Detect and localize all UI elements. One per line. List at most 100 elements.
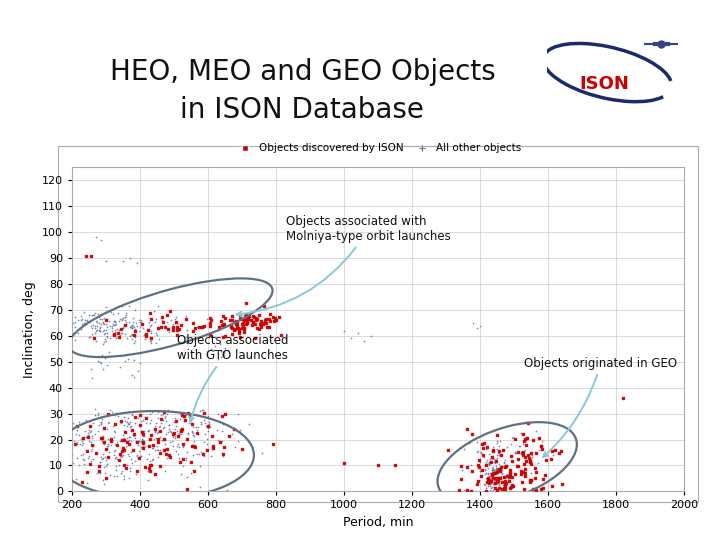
- Point: [125, 455, 137, 463]
- Text: in ISON Database: in ISON Database: [181, 96, 424, 124]
- Point: [122, 449, 134, 458]
- Point: [177, 410, 189, 419]
- Point: [125, 427, 137, 435]
- Point: [126, 321, 138, 329]
- Point: [485, 474, 497, 482]
- Point: [72, 329, 84, 338]
- Point: [194, 462, 206, 470]
- Point: [491, 464, 503, 472]
- Point: [77, 455, 89, 463]
- Point: [536, 442, 547, 450]
- Point: [493, 450, 505, 459]
- Point: [99, 423, 110, 432]
- Point: [201, 435, 212, 443]
- Point: [230, 317, 242, 326]
- Point: [98, 314, 109, 323]
- Point: [109, 446, 120, 455]
- Point: [531, 485, 542, 494]
- Point: [268, 313, 279, 321]
- Point: [241, 318, 253, 326]
- Point: [137, 439, 148, 448]
- Point: [485, 486, 496, 495]
- Point: [225, 323, 236, 332]
- Point: [109, 461, 121, 470]
- Point: [108, 320, 120, 329]
- Point: [483, 478, 495, 487]
- Point: [94, 312, 105, 320]
- Point: [116, 302, 127, 310]
- Point: [99, 453, 111, 461]
- Point: [71, 475, 82, 484]
- Point: [95, 320, 107, 328]
- Point: [106, 441, 117, 450]
- Point: [489, 467, 500, 476]
- Point: [464, 438, 475, 447]
- Point: [494, 465, 505, 474]
- Point: [80, 316, 91, 325]
- Point: [617, 394, 629, 402]
- Point: [525, 460, 536, 468]
- Point: [163, 327, 175, 336]
- Point: [98, 480, 109, 488]
- Point: [138, 432, 150, 441]
- Point: [226, 315, 238, 324]
- Point: [500, 476, 511, 485]
- Point: [486, 465, 498, 474]
- Point: [172, 450, 184, 458]
- Point: [206, 345, 217, 353]
- Point: [487, 468, 498, 476]
- Point: [503, 476, 514, 485]
- Point: [480, 461, 492, 469]
- Point: [215, 347, 227, 356]
- Point: [498, 473, 509, 482]
- Point: [121, 461, 132, 469]
- Point: [204, 423, 215, 431]
- Point: [177, 462, 189, 470]
- Point: [518, 437, 530, 445]
- Point: [476, 440, 487, 449]
- Point: [239, 312, 251, 320]
- Point: [490, 478, 502, 487]
- Point: [483, 476, 495, 485]
- Point: [102, 418, 114, 427]
- Point: [100, 316, 112, 325]
- Point: [145, 327, 157, 336]
- Point: [487, 471, 498, 480]
- Point: [120, 441, 132, 450]
- Point: [181, 428, 193, 437]
- Point: [471, 448, 482, 457]
- Point: [161, 444, 173, 453]
- Point: [505, 465, 516, 474]
- Point: [95, 235, 107, 244]
- Point: [96, 318, 108, 327]
- Point: [195, 418, 207, 427]
- Point: [140, 418, 152, 427]
- Point: [498, 473, 509, 482]
- Point: [110, 408, 122, 417]
- Point: [484, 454, 495, 463]
- Point: [128, 331, 140, 340]
- Point: [496, 470, 508, 478]
- Point: [117, 444, 129, 453]
- Point: [181, 326, 193, 334]
- Point: [246, 316, 257, 325]
- Point: [109, 427, 121, 436]
- Point: [477, 471, 488, 480]
- Point: [496, 478, 508, 487]
- Point: [117, 329, 128, 338]
- Point: [491, 485, 503, 494]
- Point: [109, 446, 121, 454]
- Point: [172, 440, 184, 448]
- Point: [171, 330, 182, 339]
- Point: [100, 320, 112, 329]
- Point: [517, 439, 528, 448]
- Point: [101, 441, 112, 450]
- Point: [130, 438, 142, 447]
- Point: [114, 363, 125, 372]
- Point: [487, 464, 499, 473]
- Point: [528, 485, 539, 494]
- Point: [257, 449, 269, 458]
- Point: [101, 302, 112, 311]
- Point: [97, 454, 109, 462]
- Point: [159, 322, 171, 331]
